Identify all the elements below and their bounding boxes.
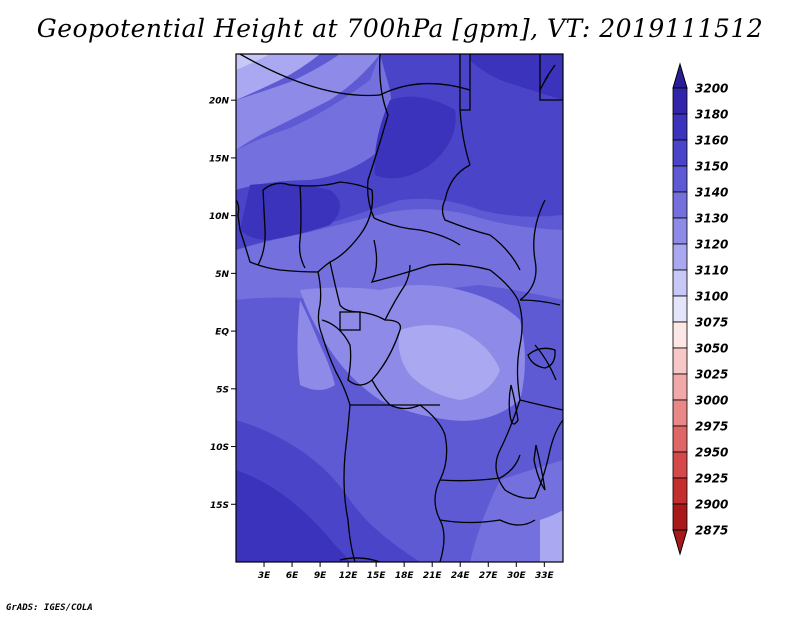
lon-tick-label: 27E [479,571,499,581]
lat-tick-label: 10S [210,443,229,453]
colorbar-swatch [672,191,688,219]
colorbar-swatch [672,165,688,193]
colorbar-bottom-arrow [672,529,688,556]
colorbar-swatch [672,321,688,349]
lon-tick-label: 30E [507,571,527,581]
colorbar-label: 2975 [695,420,728,434]
colorbar-label: 3025 [695,368,728,382]
colorbar-label: 3150 [695,160,728,174]
colorbar-swatch [672,373,688,401]
colorbar-label: 3140 [695,186,728,200]
height-field [236,54,563,562]
colorbar-label: 3075 [695,316,728,330]
lon-tick-label: 33E [535,571,555,581]
colorbar-swatch [672,217,688,245]
colorbar-label: 3110 [695,264,728,278]
lon-tick-label: 24E [451,571,471,581]
colorbar-swatch [672,451,688,479]
country-borders [236,54,563,562]
colorbar-label: 3120 [695,238,728,252]
colorbar-swatch [672,399,688,427]
colorbar-label: 3200 [695,82,728,96]
map-title: Geopotential Height at 700hPa [gpm], VT:… [36,14,764,43]
colorbar-label: 3050 [695,342,728,356]
colorbar-top-arrow [672,62,688,89]
colorbar-swatch [672,295,688,323]
colorbar-swatch [672,269,688,297]
lat-tick-label: 15N [209,154,230,164]
colorbar-swatch [672,347,688,375]
longitude-axis: 3E 6E 9E 12E 15E 18E 21E 24E 27E 30E 33E [258,562,555,581]
lon-tick-label: 18E [395,571,415,581]
colorbar-swatch [672,425,688,453]
colorbar-label: 3160 [695,134,728,148]
colorbar-label: 3180 [695,108,728,122]
lon-tick-label: 9E [314,571,327,581]
lon-tick-label: 21E [423,571,443,581]
lon-tick-label: 12E [339,571,359,581]
colorbar-swatch [672,113,688,141]
colorbar-swatch [672,139,688,167]
colorbar-swatch [672,87,688,115]
lat-tick-label: EQ [215,328,229,338]
colorbar-swatch [672,243,688,271]
colorbar-label: 3100 [695,290,728,304]
lat-tick-label: 5N [215,270,229,280]
map-frame [235,53,564,563]
colorbar-label: 3000 [695,394,728,408]
colorbar-label: 2900 [695,498,728,512]
grads-credit: GrADS: IGES/COLA [6,603,93,613]
colorbar: 3200 3180 3160 3150 3140 3130 3120 3110 3100 3075… [672,62,728,556]
colorbar-label: 2925 [695,472,728,486]
latitude-axis: 20N 15N 10N 5N EQ 5S 10S 15S [209,97,236,511]
colorbar-label: 2950 [695,446,728,460]
colorbar-swatch [672,503,688,531]
lon-tick-label: 6E [286,571,299,581]
colorbar-swatch [672,477,688,505]
lon-tick-label: 3E [258,571,271,581]
lat-tick-label: 20N [209,97,230,107]
lat-tick-label: 10N [209,212,230,222]
colorbar-label: 2875 [695,524,728,538]
lat-tick-label: 5S [216,385,229,395]
lat-tick-label: 15S [210,501,229,511]
colorbar-label: 3130 [695,212,728,226]
lon-tick-label: 15E [367,571,387,581]
